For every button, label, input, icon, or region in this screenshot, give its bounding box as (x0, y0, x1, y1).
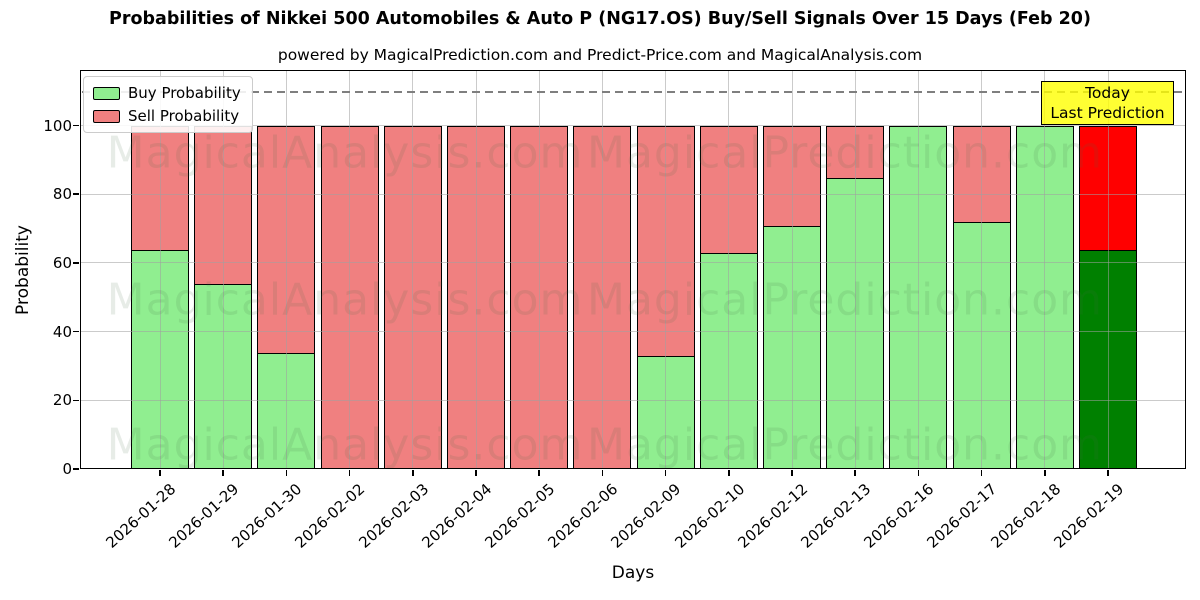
v-gridline-2026-02-04 (475, 70, 477, 469)
watermark-prediction-0: MagicalPrediction.com (587, 127, 1103, 179)
legend-buy-swatch (93, 86, 120, 100)
v-gridline-2026-02-06 (601, 70, 603, 469)
v-gridline-2026-01-30 (285, 70, 287, 469)
x-tick-mark-2026-02-05 (538, 470, 540, 476)
y-tick-mark-40 (73, 330, 79, 333)
x-axis-label: Days (611, 563, 655, 583)
y-tick-label-60: 60 (52, 253, 72, 272)
x-tick-mark-2026-02-09 (664, 470, 667, 476)
x-tick-mark-2026-02-04 (475, 470, 477, 476)
x-tick-mark-2026-02-17 (980, 470, 983, 476)
y-tick-label-100: 100 (43, 116, 72, 135)
x-tick-mark-2026-02-10 (728, 470, 730, 476)
x-tick-mark-2026-02-03 (412, 470, 414, 476)
x-tick-mark-2026-02-02 (348, 470, 351, 476)
v-gridline-2026-02-05 (538, 70, 540, 469)
today-annotation-line2: Last Prediction (1050, 104, 1165, 122)
y-tick-mark-0 (73, 468, 79, 470)
x-tick-mark-2026-02-18 (1044, 470, 1046, 476)
today-annotation-box: Today Last Prediction (1041, 81, 1174, 125)
legend-sell-label: Sell Probability (128, 107, 240, 125)
x-tick-mark-2026-02-19 (1107, 470, 1109, 476)
v-gridline-2026-02-03 (412, 70, 414, 469)
chart-subtitle: powered by MagicalPrediction.com and Pre… (277, 46, 923, 64)
y-tick-label-40: 40 (52, 322, 72, 341)
y-tick-mark-80 (73, 193, 79, 195)
v-gridline-2026-02-18 (1044, 70, 1046, 469)
y-tick-label-20: 20 (52, 391, 72, 410)
chart-title: Probabilities of Nikkei 500 Automobiles … (109, 9, 1091, 29)
legend-sell-swatch (93, 109, 120, 123)
v-gridline-2026-02-13 (854, 70, 856, 469)
watermark-prediction-2: MagicalPrediction.com (587, 419, 1103, 471)
v-gridline-2026-02-09 (665, 70, 667, 469)
today-annotation-line1: Today (1085, 84, 1130, 102)
watermark-analysis-1: MagicalAnalysis.com (106, 274, 584, 326)
h-gridline-60 (80, 262, 1186, 264)
watermark-analysis-2: MagicalAnalysis.com (106, 419, 584, 471)
legend-buy-label: Buy Probability (128, 84, 241, 102)
plot-area: Buy Probability Sell Probability Today L… (73, 70, 1186, 476)
v-gridline-2026-01-29 (222, 70, 224, 469)
v-gridline-2026-01-28 (159, 70, 161, 469)
v-gridline-2026-02-02 (349, 70, 351, 469)
y-tick-mark-60 (73, 262, 79, 264)
y-tick-label-80: 80 (52, 185, 72, 204)
h-gridline-40 (80, 331, 1186, 333)
legend-row-buy: Buy Probability (93, 84, 241, 102)
y-tick-mark-100 (73, 124, 79, 127)
h-gridline-100 (80, 125, 1186, 126)
y-tick-mark-20 (73, 399, 79, 402)
v-gridline-2026-02-17 (981, 70, 983, 469)
watermark-prediction-1: MagicalPrediction.com (587, 274, 1103, 326)
x-tick-mark-2026-02-13 (854, 470, 856, 476)
watermark-analysis-0: MagicalAnalysis.com (106, 127, 584, 179)
legend: Buy Probability Sell Probability (83, 76, 253, 133)
x-tick-mark-2026-01-28 (159, 470, 161, 476)
x-tick-mark-2026-01-30 (285, 470, 288, 476)
threshold-dashed-line (82, 91, 1184, 93)
x-tick-mark-2026-01-29 (222, 470, 224, 476)
h-gridline-80 (80, 193, 1186, 195)
y-tick-label-0: 0 (62, 460, 72, 478)
v-gridline-2026-02-19 (1107, 70, 1109, 469)
x-tick-mark-2026-02-06 (601, 470, 604, 476)
h-gridline-20 (80, 399, 1186, 401)
legend-row-sell: Sell Probability (93, 107, 241, 125)
v-gridline-2026-02-16 (917, 70, 919, 469)
x-tick-mark-2026-02-16 (917, 470, 920, 476)
v-gridline-2026-02-12 (791, 70, 793, 469)
x-tick-mark-2026-02-12 (791, 470, 793, 476)
v-gridline-2026-02-10 (728, 70, 730, 469)
